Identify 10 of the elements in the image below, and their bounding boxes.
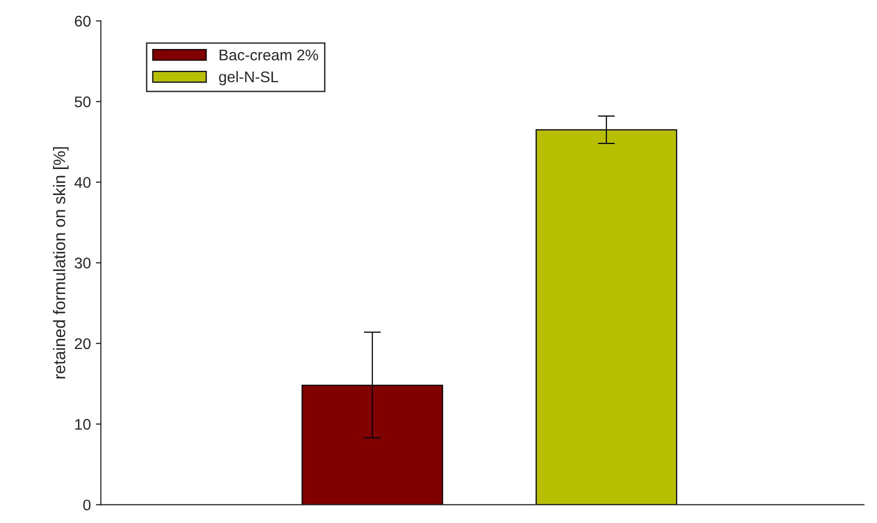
y-tick-label: 40 <box>74 177 91 188</box>
y-tick-label: 50 <box>74 96 91 108</box>
y-tick-label: 60 <box>74 16 91 27</box>
legend-label: gel-N-SL <box>219 71 278 86</box>
y-tick-label: 20 <box>74 338 91 350</box>
y-axis-title: retained formulation on skin [%] <box>53 147 69 378</box>
legend-label: Bac-cream 2% <box>220 50 318 60</box>
y-tick-label: 0 <box>83 500 91 510</box>
y-tick-label: 30 <box>74 258 91 268</box>
y-tick-label: 10 <box>75 418 91 430</box>
